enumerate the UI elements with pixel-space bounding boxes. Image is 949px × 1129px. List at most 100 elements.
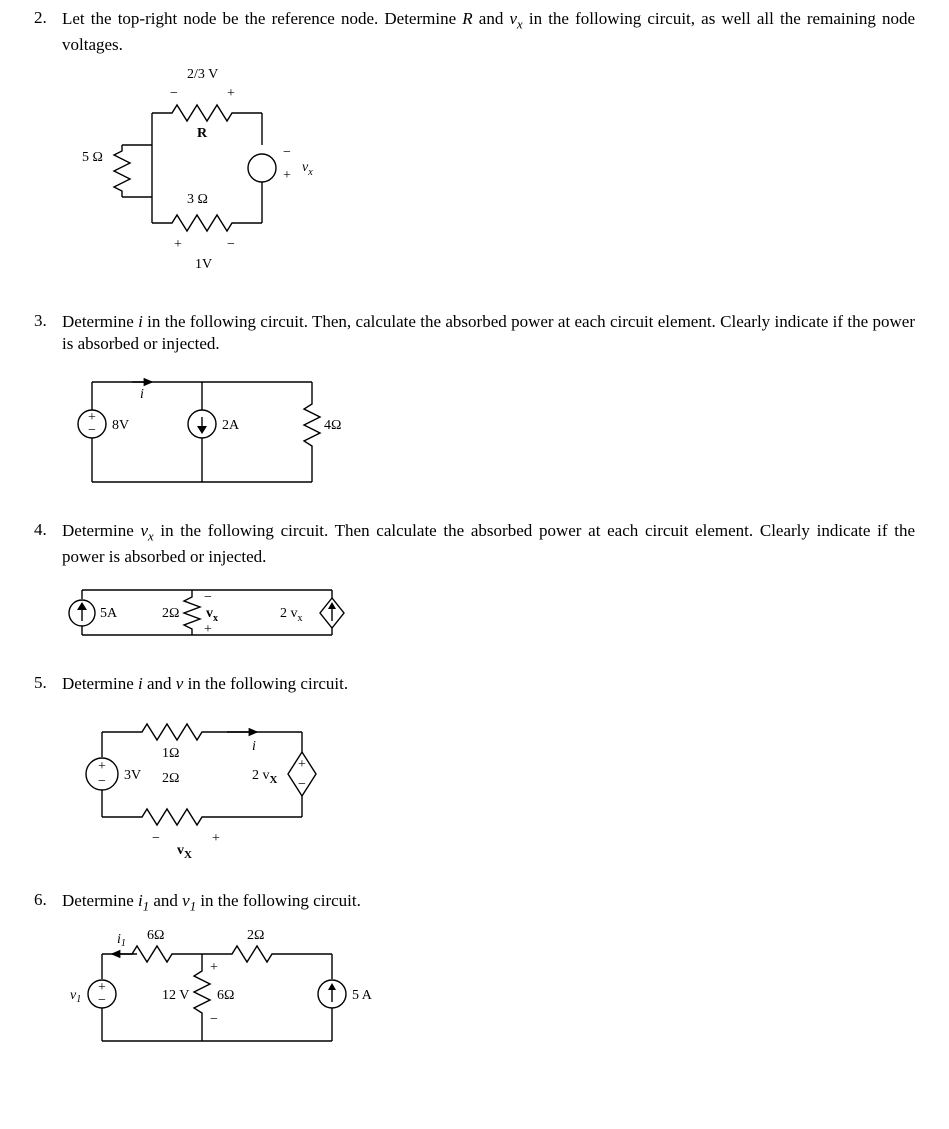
circuit-6: i1 6Ω 2Ω + − v1 + − 12 V 6Ω	[62, 921, 915, 1071]
c2-bot-minus: −	[227, 237, 235, 252]
c2-bot-plus: +	[174, 237, 182, 252]
c2-vx: vx	[302, 160, 313, 178]
problem-3: 3. Determine i in the following circuit.…	[34, 311, 915, 503]
c3-i: i	[140, 387, 144, 402]
c5-dep: 2 vX	[252, 768, 278, 786]
problem-4-text: Determine vx in the following circuit. T…	[62, 520, 915, 569]
c2-R: R	[197, 126, 208, 141]
problem-2-number: 2.	[34, 8, 62, 28]
problem-2: 2. Let the top-right node be the referen…	[34, 8, 915, 293]
c5-3v: 3V	[124, 768, 141, 783]
c2-vx-plus: +	[283, 168, 291, 183]
resistor-6a-icon	[102, 946, 202, 962]
c6-5a: 5 A	[352, 988, 373, 1003]
c5-1ohm: 1Ω	[162, 746, 179, 761]
resistor-2-icon	[184, 590, 200, 635]
p5-text-c: in the following circuit.	[183, 674, 348, 693]
c2-bot-v: 1V	[195, 257, 212, 272]
resistor-3-icon	[152, 215, 262, 231]
p2-vx: v	[509, 9, 517, 28]
problem-4-number: 4.	[34, 520, 62, 540]
p2-text-b: and	[473, 9, 510, 28]
c6-12v-minus: −	[210, 1012, 218, 1027]
problem-3-text: Determine i in the following circuit. Th…	[62, 311, 915, 357]
c6-6ohm-b: 6Ω	[217, 988, 234, 1003]
circuit-3: i + − 8V 2A 4Ω	[62, 362, 915, 502]
circuit-4: 5A 2Ω − vx + 2 vx	[62, 575, 915, 655]
c5-bot-minus: −	[152, 831, 160, 846]
problem-5-number: 5.	[34, 673, 62, 693]
problem-3-number: 3.	[34, 311, 62, 331]
resistor-1-icon	[102, 724, 302, 740]
c5-i: i	[252, 739, 256, 754]
p4-vx: v	[140, 521, 148, 540]
p3-text-b: in the following circuit. Then, calculat…	[62, 312, 915, 354]
c6-v1: v1	[70, 988, 81, 1005]
c2-top-v: 2/3 V	[187, 67, 218, 82]
arrow-down-icon	[197, 426, 207, 434]
p5-text-a: Determine	[62, 674, 138, 693]
circuit-2: 2/3 V − + R 5 Ω − + vx	[62, 63, 915, 293]
problem-4: 4. Determine vx in the following circuit…	[34, 520, 915, 655]
c3-8v: 8V	[112, 418, 129, 433]
problem-5-text: Determine i and v in the following circu…	[62, 673, 915, 696]
problem-6: 6. Determine i1 and v1 in the following …	[34, 890, 915, 1072]
c6-6ohm-a: 6Ω	[147, 928, 164, 943]
problem-6-text: Determine i1 and v1 in the following cir…	[62, 890, 915, 916]
p4-text-a: Determine	[62, 521, 140, 540]
resistor-6b-icon	[194, 954, 210, 1041]
c4-5a: 5A	[100, 606, 118, 621]
c6-12v-plus: +	[210, 960, 218, 975]
c4-dep: 2 vx	[280, 606, 303, 624]
circuit-3-svg: i + − 8V 2A 4Ω	[62, 362, 382, 502]
p6-text-b: and	[149, 891, 182, 910]
problem-6-number: 6.	[34, 890, 62, 910]
p6-v1: v	[182, 891, 190, 910]
p2-R: R	[462, 9, 472, 28]
p6-text-c: in the following circuit.	[196, 891, 361, 910]
c5-dep-minus: −	[298, 777, 306, 792]
p4-text-b: in the following circuit. Then calculate…	[62, 521, 915, 566]
p5-text-b: and	[143, 674, 176, 693]
c4-minus: −	[204, 590, 212, 605]
c3-4ohm: 4Ω	[324, 418, 341, 433]
p3-text-a: Determine	[62, 312, 138, 331]
circuit-6-svg: i1 6Ω 2Ω + − v1 + − 12 V 6Ω	[62, 921, 402, 1071]
p2-text-a: Let the top-right node be the reference …	[62, 9, 462, 28]
arrow-up-icon	[77, 602, 87, 610]
c5-plus: +	[98, 759, 106, 774]
c5-2ohm: 2Ω	[162, 771, 179, 786]
circuit-4-svg: 5A 2Ω − vx + 2 vx	[62, 575, 382, 655]
resistor-4-icon	[304, 382, 320, 482]
resistor-2b-icon	[102, 809, 302, 825]
arrow-up-icon-6	[328, 983, 336, 990]
resistor-5-icon	[114, 145, 130, 197]
circuit-2-svg: 2/3 V − + R 5 Ω − + vx	[62, 63, 342, 293]
c2-3ohm: 3 Ω	[187, 192, 208, 207]
c6-2ohm: 2Ω	[247, 928, 264, 943]
source-vx-icon	[248, 154, 276, 182]
circuit-5-svg: 1Ω i + − 3V + − 2 vX 2Ω −	[62, 702, 362, 872]
c3-2a: 2A	[222, 418, 240, 433]
c5-minus: −	[98, 774, 106, 789]
resistor-2-icon-6	[202, 946, 332, 962]
c3-vminus: −	[88, 423, 96, 438]
arrow-up-icon-2	[328, 602, 336, 609]
problem-5: 5. Determine i and v in the following ci…	[34, 673, 915, 872]
c2-5ohm: 5 Ω	[82, 150, 103, 165]
problem-2-text: Let the top-right node be the reference …	[62, 8, 915, 57]
resistor-R-icon	[152, 105, 262, 121]
c4-2ohm: 2Ω	[162, 606, 179, 621]
c2-top-plus: +	[227, 86, 235, 101]
circuit-5: 1Ω i + − 3V + − 2 vX 2Ω −	[62, 702, 915, 872]
c5-dep-plus: +	[298, 757, 306, 772]
c6-i1: i1	[117, 932, 126, 949]
c2-vx-minus: −	[283, 145, 291, 160]
c6-v1-minus: −	[98, 993, 106, 1008]
c5-vx: vX	[177, 843, 192, 861]
c2-top-minus: −	[170, 86, 178, 101]
p6-text-a: Determine	[62, 891, 138, 910]
c6-12v: 12 V	[162, 988, 189, 1003]
c5-bot-plus: +	[212, 831, 220, 846]
c4-plus: +	[204, 622, 212, 637]
